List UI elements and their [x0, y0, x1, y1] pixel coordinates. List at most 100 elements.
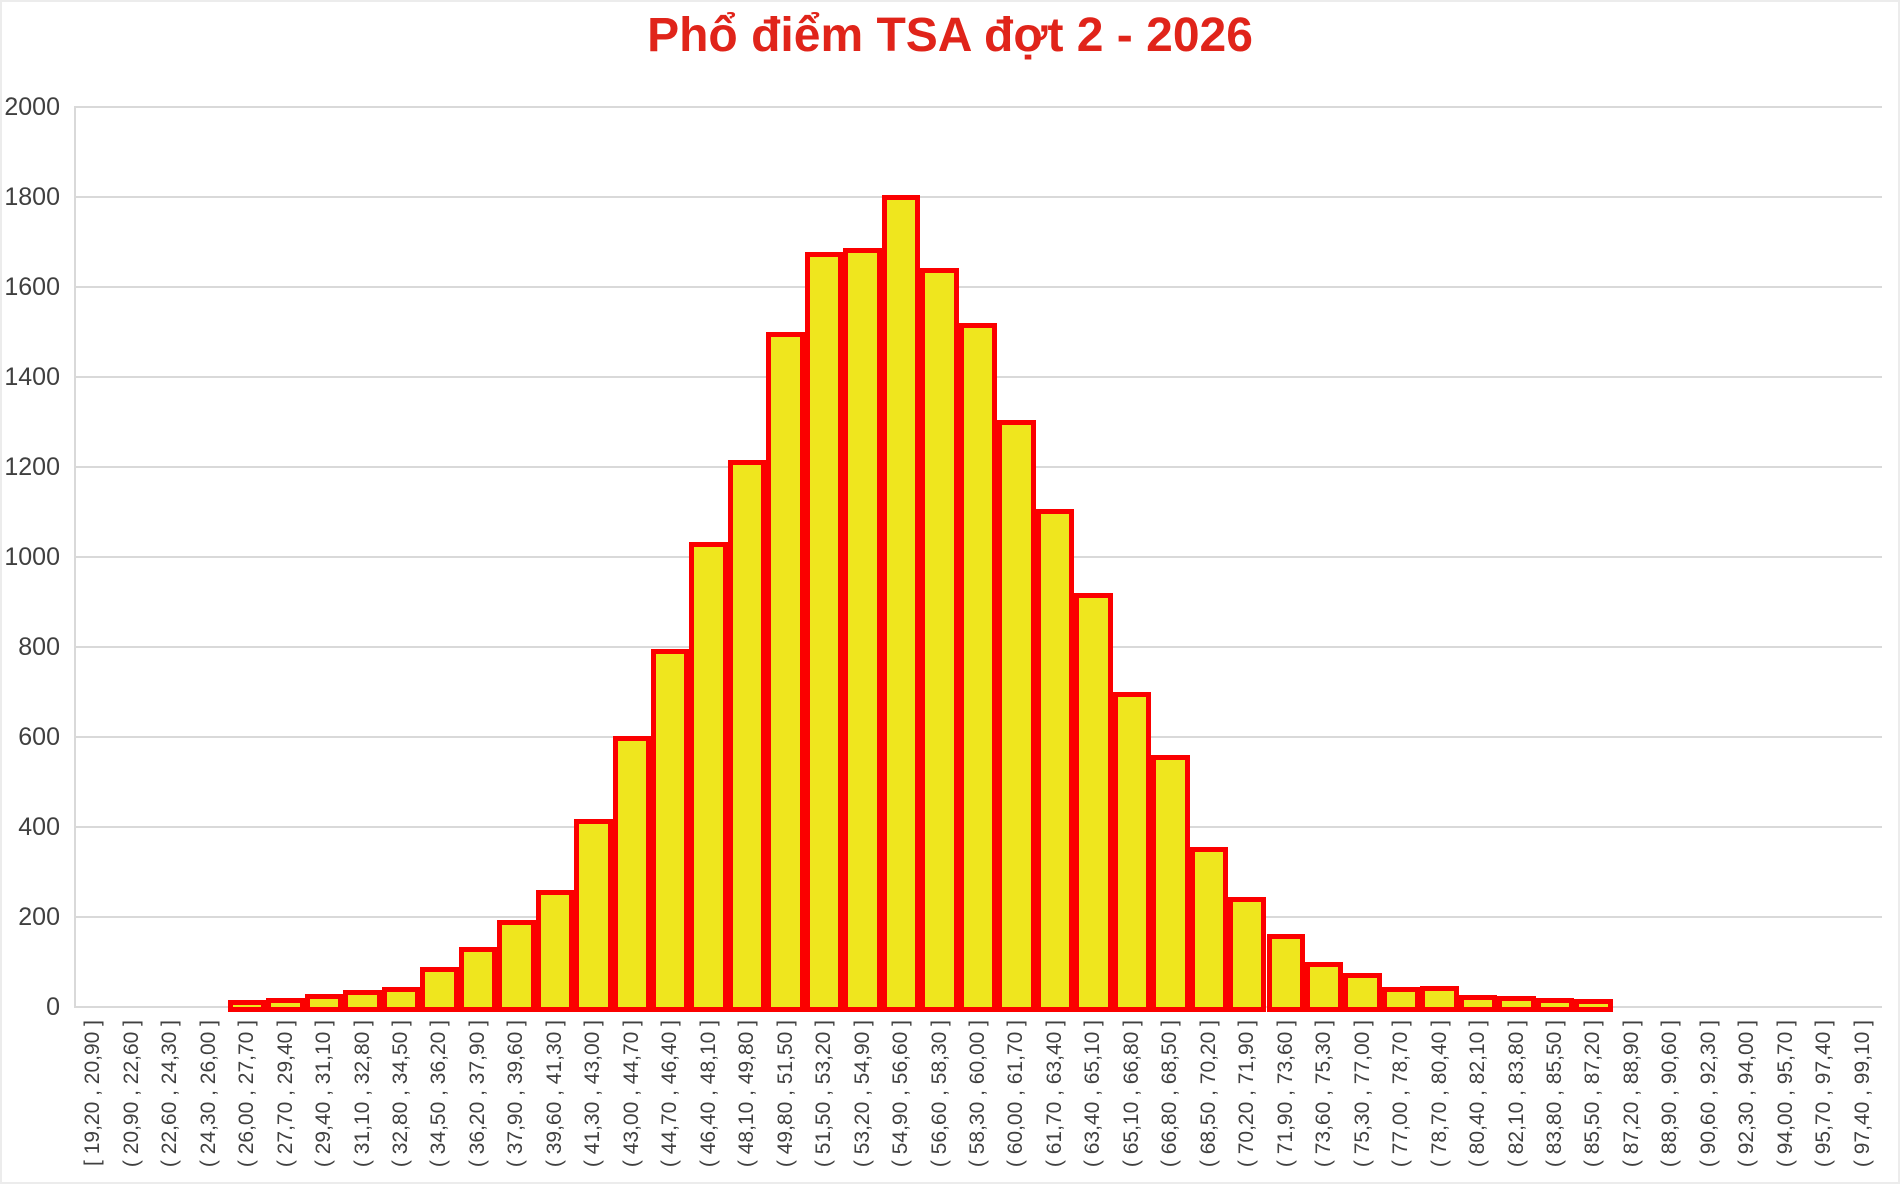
- chart-title: Phổ điểm TSA đợt 2 - 2026: [647, 9, 1253, 62]
- x-axis-tick-label: ( 51,50 , 53,20 ]: [812, 1020, 836, 1168]
- y-axis-tick-label: 600: [18, 723, 60, 751]
- x-axis-tick-label: ( 36,20 , 37,90 ]: [465, 1020, 489, 1168]
- x-axis-tick-label: ( 44,70 , 46,40 ]: [658, 1020, 682, 1168]
- y-axis-tick-label: 1000: [4, 543, 60, 571]
- x-axis-tick-label: ( 49,80 , 51,50 ]: [773, 1020, 797, 1168]
- histogram-bar: [1497, 995, 1536, 1012]
- x-axis-tick-label: ( 58,30 , 60,00 ]: [966, 1020, 989, 1168]
- x-axis-tick-label: ( 54,90 , 56,60 ]: [889, 1020, 913, 1168]
- histogram-bar: [1381, 987, 1421, 1012]
- gridline: [74, 286, 1882, 288]
- x-axis-tick-label: ( 22,60 , 24,30 ]: [158, 1020, 182, 1168]
- histogram-bar: [881, 195, 921, 1012]
- y-axis-tick-label: 200: [18, 903, 60, 931]
- histogram-bar: [1266, 934, 1305, 1012]
- x-axis-tick-label: ( 48,10 , 49,80 ]: [735, 1020, 759, 1168]
- histogram-bar: [1458, 995, 1498, 1012]
- histogram-bar: [727, 460, 767, 1012]
- x-axis-tick-label: ( 77,00 , 78,70 ]: [1389, 1020, 1413, 1168]
- x-axis-tick-label: ( 92,30 , 94,00 ]: [1735, 1020, 1759, 1168]
- histogram-bar: [1420, 986, 1459, 1012]
- histogram-bar: [766, 331, 805, 1012]
- x-axis-tick-label: ( 65,10 , 66,80 ]: [1119, 1020, 1143, 1168]
- x-axis-tick-label: ( 53,20 , 54,90 ]: [850, 1020, 874, 1168]
- histogram-bar: [651, 648, 690, 1012]
- histogram-bar: [343, 989, 382, 1012]
- x-axis-tick-label: ( 60,00 , 61,70 ]: [1004, 1020, 1028, 1168]
- histogram-bar: [1074, 592, 1113, 1012]
- y-axis-tick-label: 0: [46, 993, 60, 1021]
- y-axis-tick-label: 1400: [4, 363, 60, 391]
- x-axis-tick-label: ( 24,30 , 26,00 ]: [196, 1020, 220, 1168]
- gridline: [74, 106, 1882, 108]
- x-axis-tick-label: ( 26,00 , 27,70 ]: [235, 1020, 259, 1168]
- x-axis-tick-label: ( 73,60 , 75,30 ]: [1312, 1020, 1336, 1168]
- x-axis-tick-label: ( 39,60 , 41,30 ]: [542, 1020, 566, 1168]
- x-axis-tick-label: ( 87,20 , 88,90 ]: [1619, 1020, 1643, 1168]
- histogram-bar: [958, 322, 998, 1012]
- histogram-bar: [227, 999, 267, 1012]
- x-axis-tick-label: ( 56,60 , 58,30 ]: [927, 1020, 951, 1168]
- histogram-bar: [997, 420, 1036, 1012]
- histogram-bar: [804, 251, 844, 1012]
- x-axis-tick-label: ( 78,70 , 80,40 ]: [1427, 1020, 1451, 1168]
- x-axis-tick-label: ( 71,90 , 73,60 ]: [1273, 1020, 1297, 1168]
- x-axis-tick-label: ( 68,50 , 70,20 ]: [1196, 1020, 1220, 1168]
- histogram-bar: [843, 247, 882, 1012]
- histogram-bar: [1304, 961, 1344, 1012]
- x-axis-tick-label: ( 32,80 , 34,50 ]: [388, 1020, 412, 1168]
- x-axis-tick-label: ( 82,10 , 83,80 ]: [1504, 1020, 1528, 1168]
- x-axis-tick-label: ( 43,00 , 44,70 ]: [619, 1020, 643, 1168]
- histogram-bar: [420, 966, 459, 1012]
- y-axis-tick-label: 2000: [4, 93, 60, 121]
- histogram-bar: [1112, 691, 1152, 1012]
- x-axis-tick-label: ( 29,40 , 31,10 ]: [312, 1020, 336, 1168]
- y-axis-tick-label: 800: [18, 633, 60, 661]
- x-axis-tick-label: ( 20,90 , 22,60 ]: [119, 1020, 143, 1168]
- x-axis-tick-label: ( 94,00 , 95,70 ]: [1773, 1020, 1797, 1168]
- x-axis-tick-label: ( 41,30 , 43,00 ]: [581, 1020, 605, 1168]
- x-axis-tick-label: ( 97,40 , 99,10 ]: [1850, 1020, 1874, 1168]
- x-axis-tick-label: ( 27,70 , 29,40 ]: [273, 1020, 297, 1168]
- x-axis-tick-label: ( 80,40 , 82,10 ]: [1466, 1020, 1490, 1168]
- histogram-bar: [266, 997, 305, 1012]
- x-axis-tick-label: ( 83,80 , 85,50 ]: [1543, 1020, 1567, 1168]
- histogram-bar: [1574, 999, 1613, 1012]
- x-axis-tick-label: ( 88,90 , 90,60 ]: [1658, 1020, 1682, 1168]
- histogram-bar: [574, 818, 613, 1012]
- histogram-bar: [920, 268, 959, 1012]
- histogram-bar: [458, 947, 498, 1012]
- x-axis-tick-label: ( 90,60 , 92,30 ]: [1696, 1020, 1720, 1168]
- x-axis-tick-label: ( 63,40 , 65,10 ]: [1081, 1020, 1105, 1168]
- histogram-bar: [381, 987, 421, 1012]
- x-axis-tick-label: ( 85,50 , 87,20 ]: [1581, 1020, 1605, 1168]
- histogram-bar: [1035, 508, 1075, 1012]
- y-axis-tick-label: 1200: [4, 453, 60, 481]
- histogram-bar: [1151, 754, 1190, 1012]
- y-axis-tick-label: 1600: [4, 273, 60, 301]
- x-axis-tick-label: ( 37,90 , 39,60 ]: [504, 1020, 528, 1168]
- histogram-bar: [1189, 847, 1229, 1012]
- x-axis-tick-label: ( 46,40 , 48,10 ]: [696, 1020, 720, 1168]
- histogram-bar: [497, 920, 536, 1012]
- histogram-bar: [612, 735, 651, 1012]
- x-axis-tick-label: ( 31,10 , 32,80 ]: [350, 1020, 374, 1168]
- x-axis-tick-label: ( 95,70 , 97,40 ]: [1812, 1020, 1836, 1168]
- y-axis-line: [74, 107, 76, 1007]
- x-axis-tick-label: [ 19,20 , 20,90 ]: [81, 1020, 105, 1166]
- histogram-bar: [1535, 997, 1575, 1012]
- x-axis-tick-label: ( 66,80 , 68,50 ]: [1158, 1020, 1182, 1168]
- histogram-bar: [1343, 972, 1382, 1012]
- histogram-bar: [304, 994, 344, 1012]
- histogram-bar: [1228, 897, 1267, 1012]
- x-axis-tick-label: ( 34,50 , 36,20 ]: [427, 1020, 451, 1168]
- x-axis-tick-label: ( 61,70 , 63,40 ]: [1042, 1020, 1066, 1168]
- histogram-bar: [689, 542, 728, 1012]
- y-axis-tick-label: 1800: [4, 183, 60, 211]
- y-axis-tick-label: 400: [18, 813, 60, 841]
- x-axis-tick-label: ( 70,20 , 71,90 ]: [1235, 1020, 1259, 1168]
- x-axis-tick-label: ( 75,30 , 77,00 ]: [1350, 1020, 1374, 1168]
- gridline: [74, 196, 1882, 198]
- histogram-bar: [535, 889, 575, 1012]
